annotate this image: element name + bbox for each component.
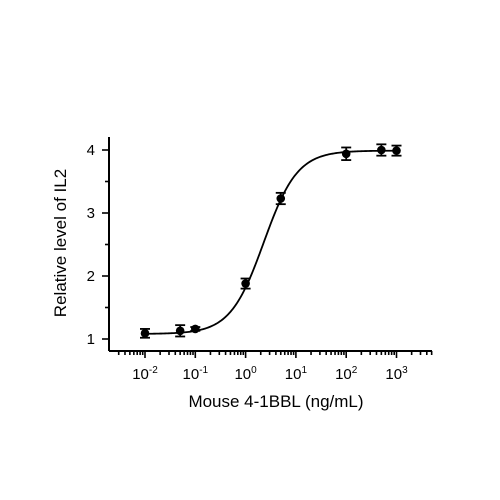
- x-tick-exponent: -1: [199, 365, 208, 376]
- y-axis: 1 2 3 4: [87, 137, 110, 351]
- x-tick-base: 10: [183, 366, 200, 383]
- x-tick-exponent: 0: [251, 365, 257, 376]
- x-tick-label: 100: [234, 365, 257, 383]
- y-tick-label: 1: [87, 331, 95, 348]
- data-point: [175, 324, 186, 338]
- data-point: [275, 191, 286, 206]
- data-point: [376, 143, 387, 157]
- x-axis: 10-2 10-1 100 101 102 103: [109, 350, 433, 383]
- plot-area: [140, 143, 402, 339]
- data-point: [391, 144, 402, 157]
- x-tick-base: 10: [335, 366, 352, 383]
- x-tick-exponent: 3: [402, 365, 408, 376]
- fit-curve: [144, 149, 397, 335]
- x-tick-base: 10: [285, 366, 302, 383]
- x-tick-base: 10: [132, 366, 149, 383]
- x-tick-label: 103: [385, 365, 408, 383]
- data-marker: [276, 194, 286, 203]
- data-point: [240, 277, 251, 290]
- x-tick-label: 102: [335, 365, 358, 383]
- data-marker: [241, 279, 250, 288]
- data-marker: [341, 149, 351, 159]
- y-axis-title: Relative level of IL2: [51, 169, 70, 317]
- y-tick-label: 4: [87, 142, 95, 159]
- x-tick-label: 10-2: [132, 365, 158, 383]
- y-tick-label: 2: [87, 268, 95, 285]
- x-tick-base: 10: [234, 366, 251, 383]
- x-axis-title: Mouse 4-1BBL (ng/mL): [188, 392, 363, 411]
- x-tick-exponent: -2: [149, 365, 158, 376]
- x-tick-exponent: 2: [352, 365, 358, 376]
- data-point: [190, 324, 201, 334]
- data-marker: [140, 329, 150, 338]
- data-marker: [191, 324, 200, 334]
- x-tick-label: 10-1: [183, 365, 209, 383]
- data-point: [341, 146, 352, 161]
- x-tick-exponent: 1: [301, 365, 307, 376]
- data-point: [140, 328, 150, 339]
- data-marker: [392, 146, 401, 155]
- data-marker: [175, 326, 185, 336]
- data-marker: [377, 145, 386, 155]
- y-tick-label: 3: [87, 205, 95, 222]
- x-tick-base: 10: [385, 366, 402, 383]
- x-tick-label: 101: [285, 365, 308, 383]
